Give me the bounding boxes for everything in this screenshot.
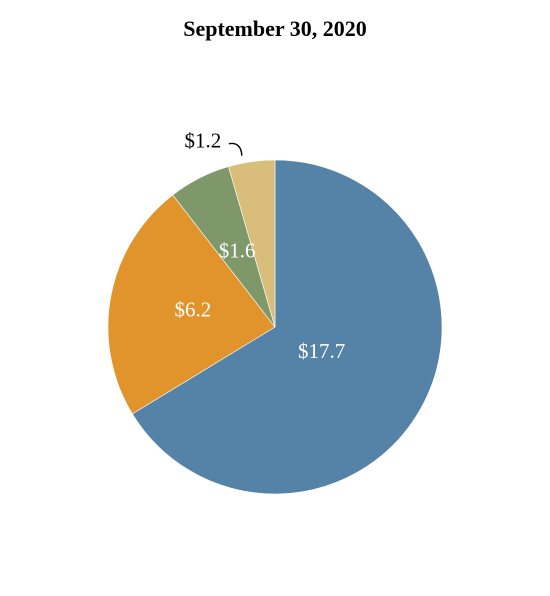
slice-leader-line-3 — [228, 142, 243, 156]
slice-label-1: $6.2 — [175, 298, 212, 322]
slice-label-3: $1.2 — [185, 129, 222, 153]
slice-label-0: $17.7 — [298, 339, 345, 363]
pie-slice-1 — [107, 194, 276, 415]
pie-slice-0 — [131, 159, 443, 495]
slice-label-2: $1.6 — [219, 238, 256, 262]
pie-slice-3 — [228, 159, 276, 328]
chart-title: September 30, 2020 — [183, 16, 367, 41]
